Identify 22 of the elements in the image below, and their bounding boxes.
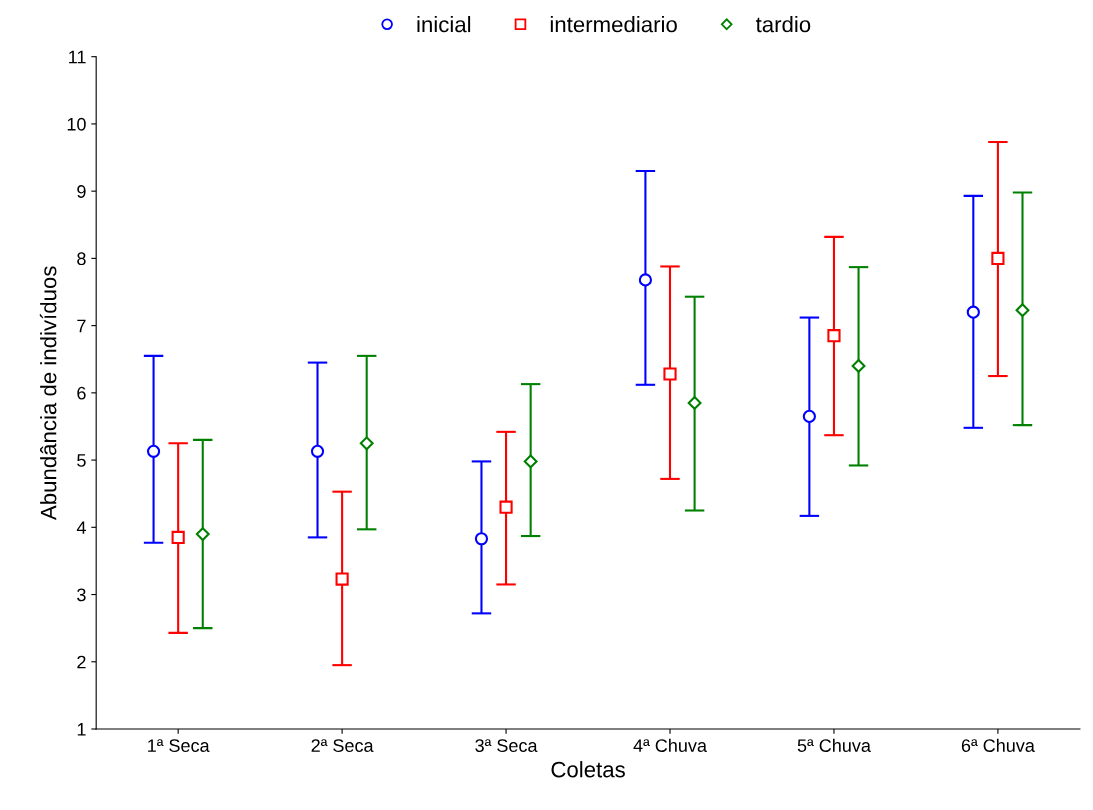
legend-label: tardio <box>755 15 811 33</box>
y-tick-label: 9 <box>77 185 86 198</box>
x-tick-label: 3ª Seca <box>475 739 538 752</box>
y-tick-label: 11 <box>69 50 86 64</box>
x-tick-label: 2ª Seca <box>311 739 374 752</box>
x-tick-label: 1ª Seca <box>148 739 210 752</box>
y-tick-label: 8 <box>77 252 86 266</box>
y-tick-label: 2 <box>77 655 86 669</box>
legend-label: inicial <box>417 15 471 33</box>
y-tick-label: 6 <box>77 386 86 400</box>
y-tick-label: 3 <box>77 588 86 602</box>
y-tick-label: 7 <box>77 319 86 333</box>
x-axis-title: Coletas <box>551 761 625 778</box>
x-tick-label: 4ª Chuva <box>633 738 707 752</box>
y-axis-title: Abundância de indivíduos <box>39 266 57 521</box>
y-tick-label: 10 <box>67 117 86 131</box>
y-tick-label: 4 <box>76 521 86 534</box>
legend-label: intermediario <box>550 15 677 33</box>
x-tick-label: 6ª Chuva <box>961 738 1035 752</box>
x-tick-label: 5ª Chuva <box>797 738 871 752</box>
y-tick-label: 1 <box>77 723 86 736</box>
y-tick-label: 5 <box>77 454 86 467</box>
